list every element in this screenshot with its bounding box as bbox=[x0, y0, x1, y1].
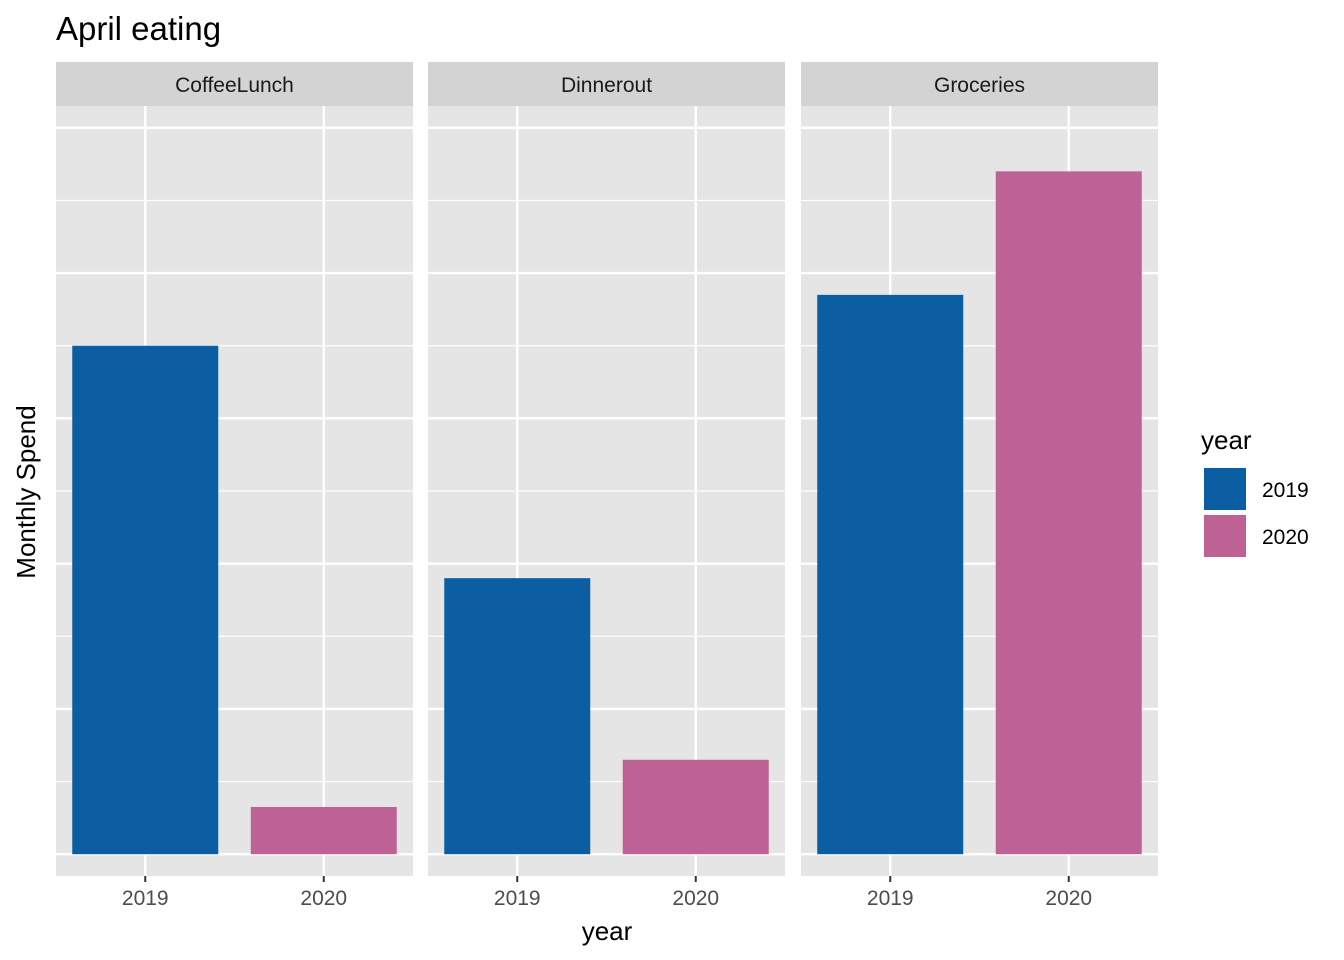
bar-dinnerout-2020 bbox=[622, 759, 769, 855]
facet-strip-label: Groceries bbox=[934, 74, 1025, 97]
x-tick-label: 2019 bbox=[494, 887, 541, 910]
facet-panel-coffeelunch: 2019 2020 CoffeeLunch bbox=[56, 62, 413, 910]
legend-key-2020 bbox=[1204, 515, 1246, 557]
bar-coffeelunch-2020 bbox=[250, 806, 397, 855]
bar-dinnerout-2019 bbox=[444, 578, 591, 855]
facet-strip-label: CoffeeLunch bbox=[175, 74, 294, 97]
x-tick-label: 2019 bbox=[867, 887, 914, 910]
legend-label-2019: 2019 bbox=[1262, 479, 1309, 502]
legend-label-2020: 2020 bbox=[1262, 526, 1309, 549]
x-tick-label: 2020 bbox=[672, 887, 719, 910]
y-axis-title: Monthly Spend bbox=[11, 405, 41, 578]
x-tick-label: 2020 bbox=[300, 887, 347, 910]
facet-strip-label: Dinnerout bbox=[561, 74, 652, 97]
legend-key-2019 bbox=[1204, 468, 1246, 510]
bar-groceries-2020 bbox=[995, 171, 1142, 855]
bar-groceries-2019 bbox=[817, 294, 964, 855]
facet-strip bbox=[801, 62, 1158, 106]
x-tick-label: 2020 bbox=[1045, 887, 1092, 910]
facet-strip bbox=[428, 62, 785, 106]
legend-title: year bbox=[1201, 425, 1252, 455]
facet-strip bbox=[56, 62, 413, 106]
chart-title: April eating bbox=[56, 10, 221, 47]
legend: year 2019 2020 bbox=[1201, 425, 1309, 557]
x-tick-label: 2019 bbox=[122, 887, 169, 910]
x-axis-title: year bbox=[582, 916, 633, 946]
bar-coffeelunch-2019 bbox=[72, 345, 219, 855]
facet-panel-groceries: 2019 2020 Groceries bbox=[801, 62, 1158, 910]
facet-panel-dinnerout: 2019 2020 Dinnerout bbox=[428, 62, 785, 910]
